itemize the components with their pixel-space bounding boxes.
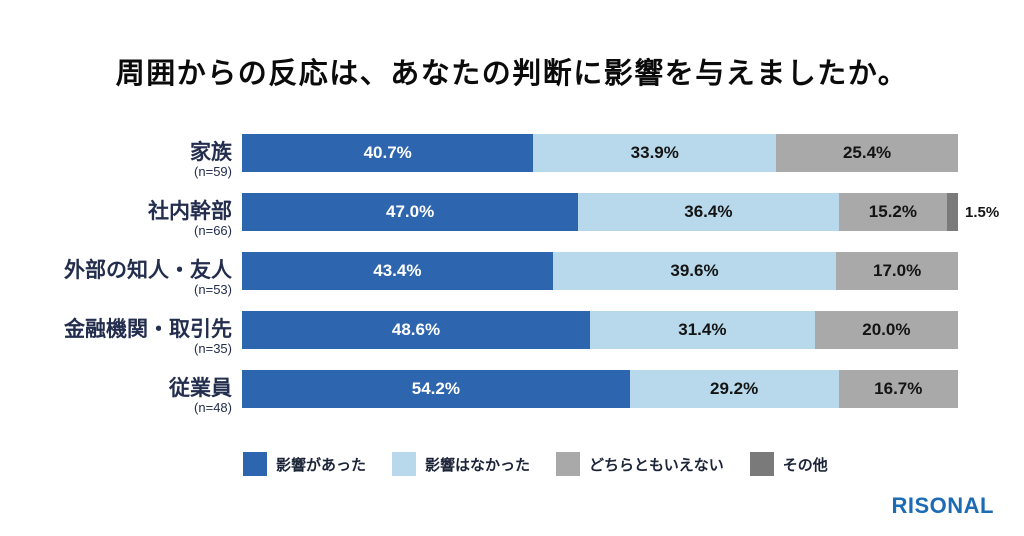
bar-segment: 17.0%	[836, 252, 958, 290]
chart-row: 金融機関・取引先 (n=35) 48.6% 31.4% 20.0%	[0, 311, 999, 356]
legend-item: その他	[749, 452, 828, 476]
legend-swatch	[243, 452, 267, 476]
bar-segment: 47.0%	[242, 193, 579, 231]
sample-size-label: (n=35)	[194, 340, 232, 356]
bar-segment: 36.4%	[578, 193, 839, 231]
legend-swatch	[392, 452, 417, 476]
legend-item: 影響はなかった	[392, 452, 530, 476]
bar-segment: 39.6%	[552, 252, 837, 290]
bar: 47.0% 36.4% 15.2%	[242, 193, 958, 231]
bar: 43.4% 39.6% 17.0%	[242, 252, 958, 290]
chart-legend: 影響があった 影響はなかった どちらともいえない その他	[243, 452, 828, 476]
bar: 54.2% 29.2% 16.7%	[242, 370, 958, 408]
legend-item: 影響があった	[243, 452, 366, 476]
bar: 40.7% 33.9% 25.4%	[242, 134, 958, 172]
chart-title: 周囲からの反応は、あなたの判断に影響を与えましたか。	[115, 58, 909, 90]
row-label: 家族 (n=59)	[0, 141, 242, 179]
bar-segment: 54.2%	[242, 370, 630, 408]
sample-size-label: (n=59)	[194, 163, 232, 179]
chart-row: 家族 (n=59) 40.7% 33.9% 25.4%	[0, 134, 999, 179]
sample-size-label: (n=53)	[194, 281, 232, 297]
row-label: 従業員 (n=48)	[0, 377, 242, 415]
category-label: 従業員	[169, 376, 232, 400]
bar-segment: 33.9%	[533, 134, 777, 172]
chart-row: 社内幹部 (n=66) 47.0% 36.4% 15.2% 1.5%	[0, 193, 1000, 238]
chart-row: 外部の知人・友人 (n=53) 43.4% 39.6% 17.0%	[0, 252, 999, 297]
row-label: 社内幹部 (n=66)	[0, 200, 242, 238]
category-label: 外部の知人・友人	[64, 258, 232, 282]
stacked-bar-chart: 家族 (n=59) 40.7% 33.9% 25.4% 社内幹部 (n=66) 47.0% 36…	[0, 134, 1000, 415]
bar-segment: 25.4%	[776, 134, 958, 172]
bar: 48.6% 31.4% 20.0%	[242, 311, 958, 349]
chart-row: 従業員 (n=48) 54.2% 29.2% 16.7%	[0, 370, 999, 415]
row-label: 外部の知人・友人 (n=53)	[0, 259, 242, 297]
bar-segment: 43.4%	[242, 252, 553, 290]
category-label: 家族	[190, 140, 232, 164]
sample-size-label: (n=48)	[194, 399, 232, 415]
legend-swatch	[749, 452, 774, 476]
outside-value-label: 1.5%	[965, 203, 1000, 221]
legend-swatch	[556, 452, 581, 476]
bar-segment: 15.2%	[838, 193, 948, 231]
legend-item: どちらともいえない	[556, 452, 724, 476]
row-label: 金融機関・取引先 (n=35)	[0, 318, 242, 356]
sample-size-label: (n=66)	[194, 222, 232, 238]
bar-segment: 16.7%	[838, 370, 958, 408]
category-label: 金融機関・取引先	[64, 317, 232, 341]
bar-segment	[947, 193, 958, 231]
legend-label: その他	[782, 456, 828, 474]
legend-label: 影響はなかった	[425, 456, 531, 474]
category-label: 社内幹部	[148, 199, 232, 223]
bar-segment: 29.2%	[629, 370, 839, 408]
bar-segment: 31.4%	[589, 311, 815, 349]
legend-label: どちらともいえない	[589, 456, 724, 474]
bar-segment: 20.0%	[814, 311, 958, 349]
legend-label: 影響があった	[276, 456, 367, 474]
bar-segment: 40.7%	[242, 134, 534, 172]
bar-segment: 48.6%	[242, 311, 590, 349]
risonal-logo: RISONAL	[891, 493, 994, 518]
